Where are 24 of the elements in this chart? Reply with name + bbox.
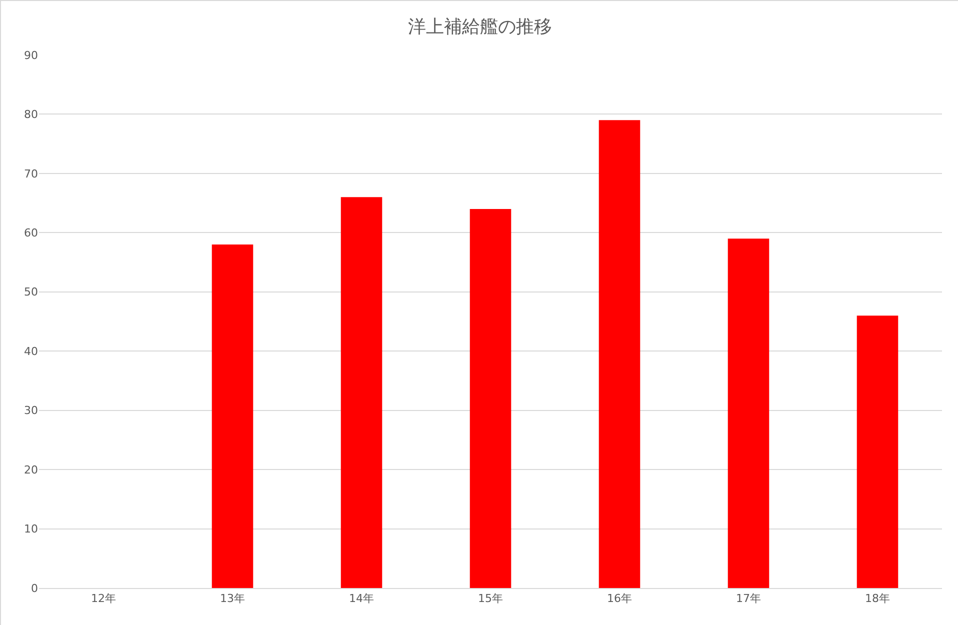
x-tick-label: 18年 bbox=[865, 592, 890, 606]
y-tick-label: 80 bbox=[24, 108, 38, 122]
x-tick-label: 12年 bbox=[91, 592, 116, 606]
bar bbox=[340, 197, 382, 588]
y-tick-label: 0 bbox=[31, 582, 38, 595]
chart-title: 洋上補給艦の推移 bbox=[408, 16, 552, 38]
y-tick-label: 20 bbox=[24, 463, 38, 476]
bar bbox=[598, 120, 640, 588]
bar bbox=[856, 316, 898, 588]
x-tick-label: 13年 bbox=[220, 592, 245, 606]
y-tick-label: 30 bbox=[24, 404, 38, 418]
bar bbox=[470, 208, 512, 588]
y-tick-label: 50 bbox=[24, 286, 38, 299]
x-tick-label: 17年 bbox=[736, 592, 761, 606]
y-tick-label: 60 bbox=[24, 226, 38, 240]
y-tick-label: 40 bbox=[24, 344, 38, 358]
x-tick-label: 16年 bbox=[607, 592, 632, 606]
y-tick-label: 10 bbox=[24, 522, 38, 536]
y-tick-label: 90 bbox=[24, 48, 38, 62]
bar bbox=[212, 244, 254, 588]
x-tick-label: 15年 bbox=[478, 592, 503, 606]
y-tick-label: 70 bbox=[24, 167, 38, 180]
bar bbox=[728, 238, 770, 588]
x-tick-label: 14年 bbox=[349, 592, 374, 606]
